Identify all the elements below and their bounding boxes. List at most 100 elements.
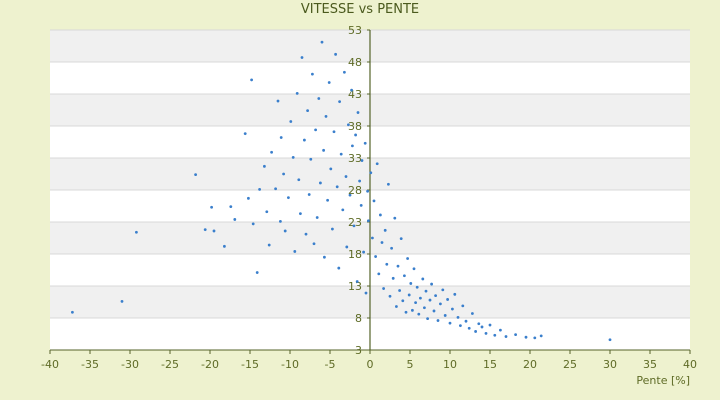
data-point [352, 224, 356, 228]
data-point [409, 282, 413, 285]
data-point [331, 227, 334, 231]
data-point [362, 250, 365, 254]
y-tick-label: 48 [348, 56, 362, 69]
data-point [504, 335, 508, 338]
data-point [212, 229, 216, 233]
data-point [471, 312, 474, 315]
data-point [488, 323, 492, 327]
x-tick-label: 40 [683, 358, 697, 371]
data-point [258, 187, 261, 191]
data-point [448, 321, 452, 325]
x-tick-label: 30 [603, 358, 617, 371]
data-point [424, 289, 428, 293]
data-point [339, 152, 343, 156]
data-point [299, 212, 302, 216]
data-point [307, 193, 311, 196]
y-tick-label: 18 [348, 248, 362, 261]
data-point [304, 232, 308, 236]
data-point [387, 182, 390, 186]
data-point [291, 155, 295, 159]
data-point [282, 172, 285, 176]
data-point [443, 314, 447, 317]
x-tick-label: 5 [407, 358, 414, 371]
data-point [446, 298, 449, 301]
data-point [417, 312, 421, 316]
data-point [436, 319, 440, 322]
data-point [332, 130, 336, 134]
data-point [484, 331, 488, 335]
data-point [229, 205, 233, 209]
data-point [351, 144, 354, 148]
x-tick-label: 35 [643, 358, 657, 371]
data-point [203, 228, 207, 232]
data-point [327, 81, 331, 84]
data-point [377, 272, 381, 276]
x-tick-label: -25 [161, 358, 179, 371]
data-point [480, 325, 484, 329]
data-point [210, 205, 214, 209]
x-tick-label: -15 [241, 358, 259, 371]
data-point [403, 274, 406, 278]
data-point [430, 282, 433, 286]
data-point [399, 237, 403, 241]
y-tick-label: 8 [355, 312, 362, 325]
x-tick-label: 25 [563, 358, 577, 371]
data-point [467, 326, 471, 330]
data-point [451, 307, 454, 311]
data-point [439, 302, 442, 306]
data-point [372, 199, 376, 203]
data-point [276, 99, 280, 103]
data-point [303, 138, 306, 142]
data-point [423, 306, 426, 310]
data-point [279, 219, 282, 223]
chart-title: VITESSE vs PENTE [300, 2, 420, 17]
data-point [456, 315, 460, 319]
data-point [385, 262, 389, 266]
data-point [293, 250, 297, 253]
data-point [391, 276, 395, 280]
data-point [71, 310, 74, 314]
x-tick-label: -30 [121, 358, 139, 371]
data-point [345, 245, 349, 249]
data-point [341, 208, 345, 212]
data-point [267, 243, 271, 247]
data-point [355, 280, 359, 283]
data-point [393, 216, 397, 220]
data-point [247, 196, 250, 200]
data-point [539, 334, 543, 338]
data-point [369, 171, 373, 175]
x-tick-label: 15 [483, 358, 497, 371]
data-point [348, 193, 352, 197]
data-point [366, 189, 369, 193]
data-point [263, 164, 266, 168]
x-tick-label: 0 [367, 358, 374, 371]
data-point [608, 338, 612, 342]
data-point [314, 128, 317, 132]
data-point [414, 301, 417, 305]
data-point [493, 333, 497, 337]
data-point [533, 336, 537, 340]
data-point [283, 229, 287, 233]
data-point [317, 97, 321, 100]
data-point [251, 222, 255, 226]
data-point [426, 317, 429, 321]
data-point [441, 288, 445, 292]
data-point [344, 175, 348, 178]
data-point [274, 187, 277, 191]
data-point [363, 141, 367, 145]
data-point [297, 178, 301, 182]
data-point [120, 299, 124, 303]
y-tick-label: 53 [348, 24, 362, 37]
data-point [360, 159, 364, 162]
x-axis-label: Pente [%] [636, 374, 690, 387]
data-point [337, 266, 341, 270]
y-tick-label: 3 [355, 344, 362, 357]
data-point [432, 309, 436, 313]
data-point [364, 291, 368, 295]
y-tick-label: 43 [348, 88, 362, 101]
data-point [401, 299, 405, 303]
data-point [265, 210, 269, 214]
data-point [398, 289, 401, 292]
